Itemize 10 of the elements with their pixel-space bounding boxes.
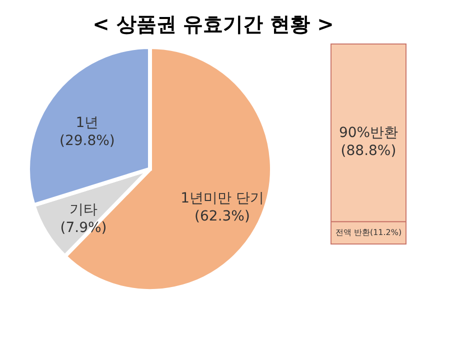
data-label: (88.8%) <box>340 142 396 159</box>
series-label: 90%반환 <box>338 124 398 141</box>
slice-label: 1년 <box>76 114 99 131</box>
text: 전액 반환(11.2%) <box>335 228 402 237</box>
data-label: (7.9%) <box>60 220 107 236</box>
slice-label: 1년미만 단기 <box>180 190 264 206</box>
data-label: (29.8%) <box>59 132 115 149</box>
data-label: (62.3%) <box>194 208 250 224</box>
slice-label: 기타 <box>69 202 98 218</box>
chart-title: < 상품권 유효기간 현황 > <box>92 12 334 36</box>
